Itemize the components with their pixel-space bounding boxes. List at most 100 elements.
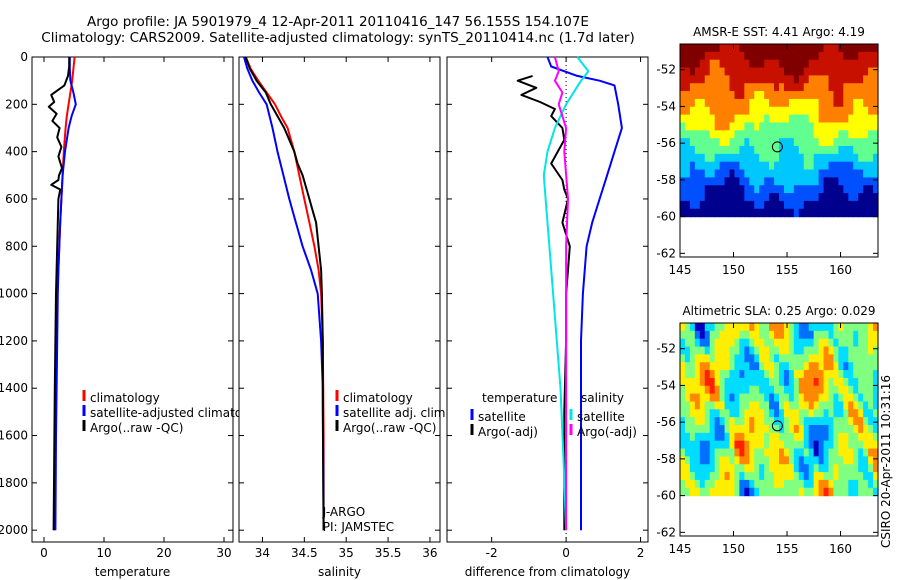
sla_map-cell	[749, 432, 755, 442]
sla_map-cell	[739, 479, 745, 489]
sla_map-cell	[739, 432, 745, 442]
sla_map-cell	[709, 440, 716, 450]
sst_map-cell	[714, 161, 721, 171]
sst_map-cell	[833, 153, 839, 163]
sst_map-cell	[724, 161, 731, 171]
sla_map-cell	[823, 448, 830, 457]
sla_map-cell	[764, 385, 770, 395]
sla_map-cell	[823, 330, 830, 340]
sst_map-cell	[843, 208, 849, 218]
sst_map-cell	[759, 130, 765, 139]
sla_map-cell	[689, 354, 696, 363]
sla_map-cell	[719, 487, 726, 497]
sla_map-cell	[729, 330, 736, 340]
sla_map-cell	[739, 338, 745, 348]
sla_map-cell	[699, 424, 706, 434]
sst_map-cell	[739, 130, 745, 139]
sst_map-cell	[873, 130, 879, 139]
sst_map-cell	[868, 75, 874, 84]
sst_map-cell	[739, 185, 745, 194]
sla_map-cell	[769, 401, 775, 410]
sst_map-cell	[808, 75, 815, 84]
temperature-ytick-label: 1200	[0, 334, 28, 348]
sst_map-cell	[868, 67, 874, 76]
sla_map-cell	[798, 409, 805, 418]
sst_map-cell	[709, 106, 716, 116]
sst_map-cell	[818, 106, 825, 116]
sst_map-cell	[798, 193, 805, 202]
sla_map-cell	[709, 487, 716, 497]
sla_map-cell	[843, 417, 849, 426]
sst_map-cell	[699, 200, 706, 210]
sst_map-cell	[793, 51, 800, 61]
sla_map-cell	[684, 487, 691, 497]
sla_map-cell	[858, 464, 864, 473]
sla_map-cell	[873, 464, 879, 473]
sla_map-cell	[838, 424, 844, 434]
sst_map-cell	[694, 106, 701, 116]
sst_map-cell	[684, 177, 691, 186]
sst_map-cell	[863, 208, 869, 218]
sst_map-cell	[828, 44, 835, 53]
sla_map-cell	[734, 417, 740, 426]
sst_map-cell	[734, 91, 740, 100]
sst_map-cell	[833, 130, 839, 139]
sst_map-cell	[823, 44, 830, 53]
sst_map-cell	[709, 122, 716, 131]
sst_map-cell	[843, 67, 849, 76]
sst_map-cell	[828, 208, 835, 218]
sst_map-xtick-label: 145	[669, 263, 692, 277]
sst_map-cell	[818, 114, 825, 124]
sla_map-cell	[793, 487, 800, 497]
sst_map-cell	[704, 153, 711, 163]
sla_map-cell	[853, 330, 859, 340]
sla_map-cell	[734, 448, 740, 457]
sla_map-cell	[793, 409, 800, 418]
sla_map-cell	[694, 401, 701, 410]
sla_map-cell	[833, 370, 839, 379]
sst_map-cell	[779, 75, 785, 84]
sst_map-cell	[833, 106, 839, 116]
sla_map-cell	[769, 393, 775, 403]
sla_map-cell	[744, 323, 750, 332]
sst_map-cell	[729, 200, 736, 210]
sla_map-cell	[853, 464, 859, 473]
sla_map-cell	[774, 330, 780, 340]
sla_map-cell	[684, 479, 691, 489]
sst_map-cell	[793, 145, 800, 155]
sla_map-cell	[863, 456, 869, 465]
sst_map-cell	[843, 83, 849, 92]
sst_map-cell	[783, 59, 790, 69]
sst_map-cell	[863, 51, 869, 61]
sla_map-cell	[818, 370, 825, 379]
sla_map-cell	[798, 385, 805, 395]
sst_map-cell	[788, 161, 795, 171]
sla_map-cell	[798, 401, 805, 410]
sst_map-cell	[739, 200, 745, 210]
sst_map-cell	[764, 91, 770, 100]
sst_map-cell	[680, 83, 686, 92]
sla_map-cell	[704, 440, 711, 450]
sst_map-cell	[823, 83, 830, 92]
sst_map-cell	[779, 67, 785, 76]
sla_map-cell	[818, 472, 825, 481]
sla_map-cell	[853, 472, 859, 481]
sst_map-cell	[739, 145, 745, 155]
sla_map-cell	[764, 432, 770, 442]
sla_map-cell	[729, 385, 736, 395]
sst_map-cell	[798, 44, 805, 53]
sst_map-cell	[803, 161, 810, 171]
sst_map-cell	[680, 193, 686, 202]
sla_map-cell	[798, 338, 805, 348]
sla_map-cell	[803, 385, 810, 395]
sla_map-cell	[838, 464, 844, 473]
sst_map-cell	[729, 75, 736, 84]
sst_map-cell	[868, 145, 874, 155]
salinity-series-1	[243, 56, 325, 531]
sst_map-cell	[868, 138, 874, 147]
sst_map-cell	[719, 106, 726, 116]
sla_map-cell	[684, 362, 691, 371]
sla_map-cell	[813, 432, 820, 442]
sst_map-cell	[818, 122, 825, 131]
sla_map-cell	[823, 409, 830, 418]
